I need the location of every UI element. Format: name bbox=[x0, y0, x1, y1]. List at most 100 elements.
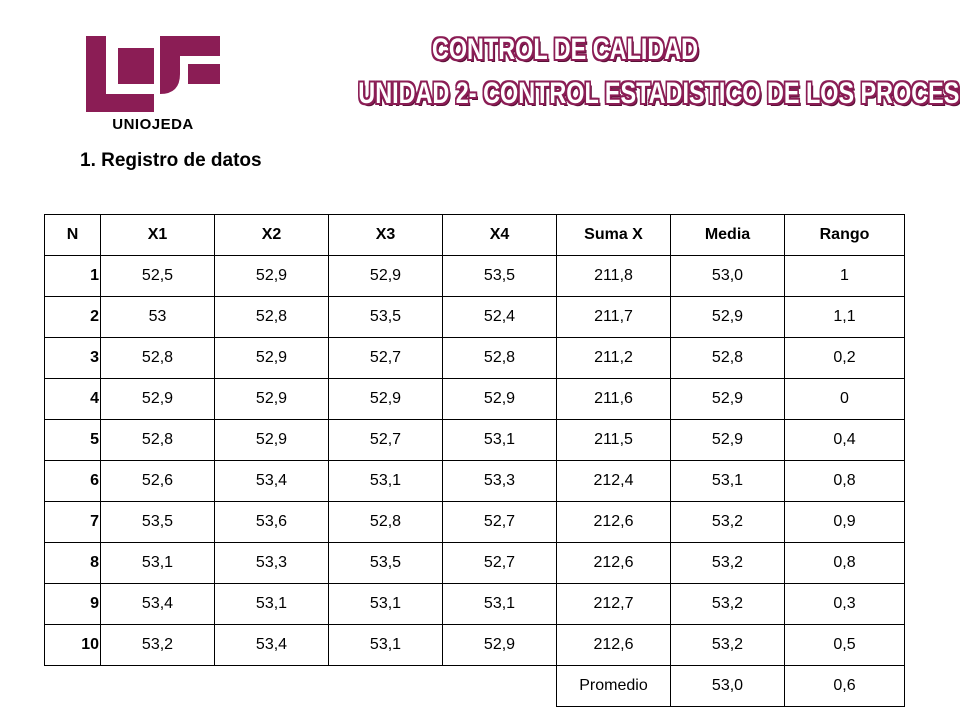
title-line-1: CONTROL DE CALIDAD bbox=[431, 33, 699, 66]
cell-n: 2 bbox=[44, 296, 101, 338]
cell-x2: 52,9 bbox=[214, 378, 329, 420]
table-body: 1 52,5 52,9 52,9 53,5 211,8 53,0 1 2 53 52,8 53,5 52… bbox=[44, 255, 905, 666]
cell-n: 3 bbox=[44, 337, 101, 379]
cell-rango: 0,8 bbox=[784, 460, 905, 502]
footer-blank bbox=[443, 666, 557, 707]
cell-x4: 52,4 bbox=[442, 296, 557, 338]
header-suma-x: Suma X bbox=[556, 214, 671, 256]
cell-x4: 52,8 bbox=[442, 337, 557, 379]
cell-x3: 52,9 bbox=[328, 378, 443, 420]
footer-blank bbox=[215, 666, 329, 707]
cell-n: 1 bbox=[44, 255, 101, 297]
table-row: 2 53 52,8 53,5 52,4 211,7 52,9 1,1 bbox=[44, 296, 905, 338]
cell-x2: 53,6 bbox=[214, 501, 329, 543]
cell-n: 7 bbox=[44, 501, 101, 543]
cell-x1: 52,8 bbox=[100, 419, 215, 461]
cell-x1: 53,4 bbox=[100, 583, 215, 625]
table-row: 6 52,6 53,4 53,1 53,3 212,4 53,1 0,8 bbox=[44, 460, 905, 502]
section-heading: 1. Registro de datos bbox=[80, 150, 262, 171]
cell-x4: 53,1 bbox=[442, 419, 557, 461]
table-row: 8 53,1 53,3 53,5 52,7 212,6 53,2 0,8 bbox=[44, 542, 905, 584]
cell-suma-x: 211,2 bbox=[556, 337, 671, 379]
cell-rango: 0,3 bbox=[784, 583, 905, 625]
footer-blank bbox=[45, 666, 101, 707]
footer-blank bbox=[329, 666, 443, 707]
cell-rango: 0,5 bbox=[784, 624, 905, 666]
header-x4: X4 bbox=[442, 214, 557, 256]
cell-rango: 0 bbox=[784, 378, 905, 420]
cell-x1: 52,9 bbox=[100, 378, 215, 420]
header-x1: X1 bbox=[100, 214, 215, 256]
cell-rango: 1 bbox=[784, 255, 905, 297]
cell-x3: 53,1 bbox=[328, 583, 443, 625]
logo: UNIOJEDA bbox=[84, 34, 222, 134]
header-n: N bbox=[44, 214, 101, 256]
cell-suma-x: 211,7 bbox=[556, 296, 671, 338]
cell-x2: 52,9 bbox=[214, 419, 329, 461]
title-line-2: UNIDAD 2- CONTROL ESTADISTICO DE LOS PRO… bbox=[358, 77, 960, 110]
cell-media: 53,2 bbox=[670, 583, 785, 625]
cell-x3: 52,8 bbox=[328, 501, 443, 543]
cell-rango: 0,9 bbox=[784, 501, 905, 543]
cell-x2: 53,4 bbox=[214, 624, 329, 666]
table-row: 4 52,9 52,9 52,9 52,9 211,6 52,9 0 bbox=[44, 378, 905, 420]
cell-rango: 0,8 bbox=[784, 542, 905, 584]
header-x3: X3 bbox=[328, 214, 443, 256]
cell-x1: 52,6 bbox=[100, 460, 215, 502]
cell-x3: 53,1 bbox=[328, 624, 443, 666]
cell-n: 6 bbox=[44, 460, 101, 502]
cell-x3: 52,7 bbox=[328, 337, 443, 379]
cell-rango: 1,1 bbox=[784, 296, 905, 338]
cell-x1: 53,1 bbox=[100, 542, 215, 584]
cell-x4: 53,1 bbox=[442, 583, 557, 625]
cell-n: 10 bbox=[44, 624, 101, 666]
table-row: 3 52,8 52,9 52,7 52,8 211,2 52,8 0,2 bbox=[44, 337, 905, 379]
cell-x2: 53,3 bbox=[214, 542, 329, 584]
cell-x1: 52,8 bbox=[100, 337, 215, 379]
cell-x4: 53,3 bbox=[442, 460, 557, 502]
cell-media: 53,2 bbox=[670, 624, 785, 666]
cell-x3: 53,5 bbox=[328, 296, 443, 338]
cell-suma-x: 211,6 bbox=[556, 378, 671, 420]
data-table: N X1 X2 X3 X4 Suma X Media Rango 1 52,5 52… bbox=[44, 214, 905, 707]
cell-suma-x: 212,4 bbox=[556, 460, 671, 502]
cell-media: 53,2 bbox=[670, 501, 785, 543]
table-header-row: N X1 X2 X3 X4 Suma X Media Rango bbox=[44, 214, 905, 256]
header-rango: Rango bbox=[784, 214, 905, 256]
table-row: 7 53,5 53,6 52,8 52,7 212,6 53,2 0,9 bbox=[44, 501, 905, 543]
cell-suma-x: 211,5 bbox=[556, 419, 671, 461]
footer-rango: 0,6 bbox=[784, 665, 905, 707]
cell-n: 5 bbox=[44, 419, 101, 461]
cell-media: 53,1 bbox=[670, 460, 785, 502]
cell-media: 52,9 bbox=[670, 296, 785, 338]
cell-n: 4 bbox=[44, 378, 101, 420]
cell-x4: 52,9 bbox=[442, 624, 557, 666]
page-title: CONTROL DE CALIDAD UNIDAD 2- CONTROL EST… bbox=[300, 30, 960, 114]
cell-media: 53,0 bbox=[670, 255, 785, 297]
cell-suma-x: 212,7 bbox=[556, 583, 671, 625]
table-row: 9 53,4 53,1 53,1 53,1 212,7 53,2 0,3 bbox=[44, 583, 905, 625]
footer-label: Promedio bbox=[556, 665, 671, 707]
cell-media: 53,2 bbox=[670, 542, 785, 584]
cell-n: 9 bbox=[44, 583, 101, 625]
cell-x2: 52,9 bbox=[214, 337, 329, 379]
cell-suma-x: 211,8 bbox=[556, 255, 671, 297]
cell-x3: 52,7 bbox=[328, 419, 443, 461]
footer-blank bbox=[101, 666, 215, 707]
cell-x3: 53,5 bbox=[328, 542, 443, 584]
cell-x1: 53,2 bbox=[100, 624, 215, 666]
table-footer-row: Promedio 53,0 0,6 bbox=[45, 665, 905, 707]
cell-x2: 53,4 bbox=[214, 460, 329, 502]
cell-rango: 0,2 bbox=[784, 337, 905, 379]
cell-x3: 52,9 bbox=[328, 255, 443, 297]
cell-x1: 52,5 bbox=[100, 255, 215, 297]
unioejda-logo-icon bbox=[86, 36, 220, 112]
cell-x1: 53 bbox=[100, 296, 215, 338]
cell-x1: 53,5 bbox=[100, 501, 215, 543]
cell-suma-x: 212,6 bbox=[556, 501, 671, 543]
cell-x4: 52,7 bbox=[442, 501, 557, 543]
cell-x2: 52,8 bbox=[214, 296, 329, 338]
table-row: 10 53,2 53,4 53,1 52,9 212,6 53,2 0,5 bbox=[44, 624, 905, 666]
footer-media: 53,0 bbox=[670, 665, 785, 707]
logo-text: UNIOJEDA bbox=[112, 116, 194, 133]
